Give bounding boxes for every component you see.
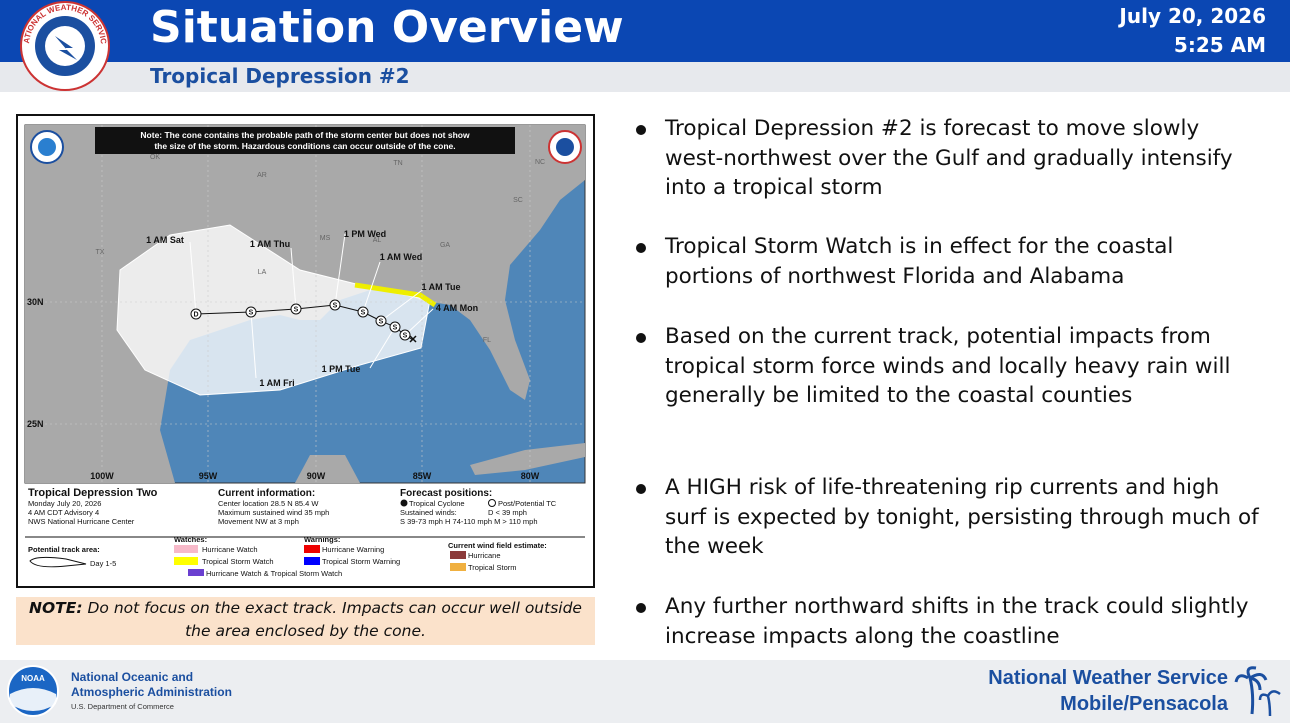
track-point: S — [333, 303, 338, 310]
track-point: S — [379, 319, 384, 326]
legend-text: S 39-73 mph H 74-110 mph M > 110 mph — [400, 517, 538, 526]
legend-text: Tropical Depression Two — [28, 487, 158, 499]
agency-line: National Oceanic and — [71, 670, 194, 684]
nws-logo: NATIONAL WEATHER SERVICE — [15, 0, 110, 91]
track-label: 1 AM Thu — [250, 239, 290, 249]
header-band — [0, 0, 1290, 62]
office-location: Mobile/Pensacola — [1060, 693, 1228, 715]
legend-text: Maximum sustained wind 35 mph — [218, 508, 329, 517]
map-note: Note: The cone contains the probable pat… — [140, 130, 470, 140]
lon-label: 80W — [521, 471, 540, 481]
lat-label: 25N — [27, 419, 44, 429]
legend-text: Center location 28.5 N 85.4 W — [218, 499, 319, 508]
lon-label: 95W — [199, 471, 218, 481]
bullet: Tropical Depression #2 is forecast to mo… — [632, 114, 1262, 203]
track-point: S — [249, 310, 254, 317]
legend-text: Warnings: — [304, 535, 340, 544]
office: National Weather Service Mobile/Pensacola — [988, 665, 1228, 717]
note-text: Do not focus on the exact track. Impacts… — [87, 599, 582, 640]
legend-text: Monday July 20, 2026 — [28, 499, 101, 508]
legend-text: Tropical Storm Watch — [202, 557, 274, 566]
bullet-text: Based on the current track, potential im… — [665, 324, 1231, 408]
lon-label: 100W — [90, 471, 114, 481]
lat-label: 30N — [27, 297, 44, 307]
state-label: AL — [373, 237, 382, 244]
legend-text: Post/Potential TC — [498, 499, 557, 508]
legend-text: Tropical Storm — [468, 563, 516, 572]
palm-icon — [1234, 666, 1281, 717]
legend-text: Watches: — [174, 535, 207, 544]
legend-text: Forecast positions: — [400, 488, 492, 499]
bullet-text: Tropical Storm Watch is in effect for th… — [665, 234, 1174, 289]
bullet-text: Any further northward shifts in the trac… — [665, 594, 1249, 649]
track-map: 1 AM Sat 1 AM Thu 1 PM Wed 1 AM Wed 1 AM… — [16, 114, 595, 588]
title: Situation Overview — [150, 2, 624, 53]
lon-label: 85W — [413, 471, 432, 481]
time: 5:25 AM — [1173, 33, 1266, 57]
legend-text: Movement NW at 3 mph — [218, 517, 299, 526]
noaa-logo: NOAA — [7, 665, 59, 717]
footer — [0, 660, 1290, 723]
note-label: NOTE: — [29, 599, 83, 617]
track-label: 1 PM Tue — [322, 364, 361, 374]
track-point: S — [361, 310, 366, 317]
state-label: OK — [150, 154, 160, 161]
state-label: GA — [440, 242, 450, 249]
agency-line: Atmospheric Administration — [71, 685, 232, 699]
state-label: MS — [320, 235, 331, 242]
bullet: Tropical Storm Watch is in effect for th… — [632, 232, 1262, 291]
legend-text: Hurricane — [468, 551, 501, 560]
legend-text: 4 AM CDT Advisory 4 — [28, 508, 99, 517]
date: July 20, 2026 — [1119, 4, 1266, 28]
state-label: NC — [535, 159, 545, 166]
state-label: TX — [96, 249, 105, 256]
legend-text: Tropical Cyclone — [409, 499, 465, 508]
subheader-band — [0, 62, 1290, 92]
legend-text: Hurricane Watch — [202, 545, 258, 554]
state-label: TN — [393, 160, 402, 167]
track-label: 1 AM Wed — [380, 252, 423, 262]
lon-label: 90W — [307, 471, 326, 481]
legend-text: NWS National Hurricane Center — [28, 517, 135, 526]
legend-text: Tropical Storm Warning — [322, 557, 400, 566]
map-note: the size of the storm. Hazardous conditi… — [154, 141, 455, 151]
note-box: NOTE: Do not focus on the exact track. I… — [16, 597, 595, 645]
bullet: A HIGH risk of life-threatening rip curr… — [632, 473, 1262, 562]
track-point: D — [193, 312, 198, 319]
state-label: AR — [257, 172, 267, 179]
state-label: FL — [483, 337, 491, 344]
track-point: S — [393, 325, 398, 332]
track-label: 1 PM Wed — [344, 229, 386, 239]
track-label: 4 AM Mon — [436, 303, 478, 313]
agency: National Oceanic and Atmospheric Administ… — [71, 670, 232, 700]
track-label: 1 AM Sat — [146, 235, 184, 245]
office-name: National Weather Service — [988, 667, 1228, 689]
legend-text: Current information: — [218, 488, 315, 499]
legend-text: Hurricane Watch & Tropical Storm Watch — [206, 569, 342, 578]
track-point: S — [294, 307, 299, 314]
track-label: 1 AM Tue — [421, 282, 460, 292]
legend-text: Day 1-5 — [90, 559, 116, 568]
track-label: 1 AM Fri — [259, 378, 294, 388]
legend-text: Hurricane Warning — [322, 545, 384, 554]
legend-text: Potential track area: — [28, 545, 100, 554]
bullet-text: A HIGH risk of life-threatening rip curr… — [665, 475, 1259, 559]
bullet-text: Tropical Depression #2 is forecast to mo… — [665, 116, 1233, 200]
track-point: S — [403, 333, 408, 340]
state-label: LA — [258, 269, 267, 276]
legend-text: Sustained winds: — [400, 508, 457, 517]
bullet: Any further northward shifts in the trac… — [632, 592, 1262, 651]
department: U.S. Department of Commerce — [71, 702, 174, 711]
legend-text: Current wind field estimate: — [448, 541, 547, 550]
legend-text: D < 39 mph — [488, 508, 527, 517]
state-label: SC — [513, 197, 523, 204]
bullet: Based on the current track, potential im… — [632, 322, 1262, 411]
subtitle: Tropical Depression #2 — [150, 64, 410, 88]
noaa-text: NOAA — [21, 674, 45, 683]
